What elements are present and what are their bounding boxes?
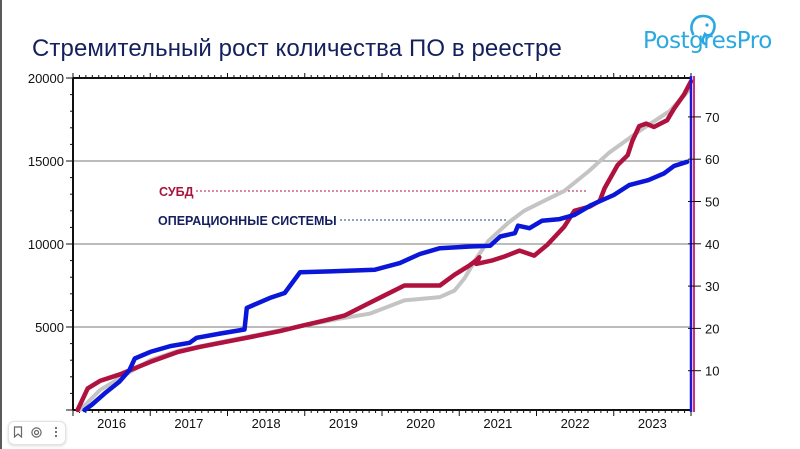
y-right-tick-label: 40 <box>705 237 719 252</box>
y-left-tick-label: 5000 <box>35 320 64 335</box>
bookmark-icon[interactable] <box>10 425 26 441</box>
camera-icon[interactable] <box>29 426 45 441</box>
x-tick-label: 2020 <box>406 416 435 431</box>
left-border <box>0 0 2 449</box>
image-toolbar <box>8 421 66 445</box>
logo-text: PostgresPro <box>643 28 772 54</box>
y-right-tick-label: 60 <box>705 152 719 167</box>
y-left-tick-label: 10000 <box>28 237 64 252</box>
x-tick-label: 2017 <box>174 416 203 431</box>
y-left-tick-label: 20000 <box>28 71 64 86</box>
y-right-tick-label: 50 <box>705 195 719 210</box>
more-icon[interactable] <box>48 426 64 441</box>
slide-title: Стремительный рост количества ПО в реест… <box>32 35 562 62</box>
y-right-tick-label: 20 <box>705 321 719 336</box>
legend-subd-label: СУБД <box>159 185 194 199</box>
x-tick-label: 2023 <box>638 416 667 431</box>
y-left-tick-label: 15000 <box>28 154 64 169</box>
elephant-icon <box>690 14 716 46</box>
series-line-2 <box>82 159 690 413</box>
x-tick-label: 2021 <box>483 416 512 431</box>
y-right-tick-label: 30 <box>705 279 719 294</box>
x-tick-label: 2019 <box>329 416 358 431</box>
series-line-1 <box>75 79 694 413</box>
x-tick-label: 2018 <box>252 416 281 431</box>
y-right-tick-label: 10 <box>705 364 719 379</box>
postgrespro-logo: PostgresPro <box>643 14 793 54</box>
y-right-tick-label: 70 <box>705 110 719 125</box>
legend-os-label: ОПЕРАЦИОННЫЕ СИСТЕМЫ <box>158 214 337 228</box>
x-tick-label: 2022 <box>561 416 590 431</box>
series-line-0 <box>78 87 692 412</box>
x-tick-label: 2016 <box>97 416 126 431</box>
